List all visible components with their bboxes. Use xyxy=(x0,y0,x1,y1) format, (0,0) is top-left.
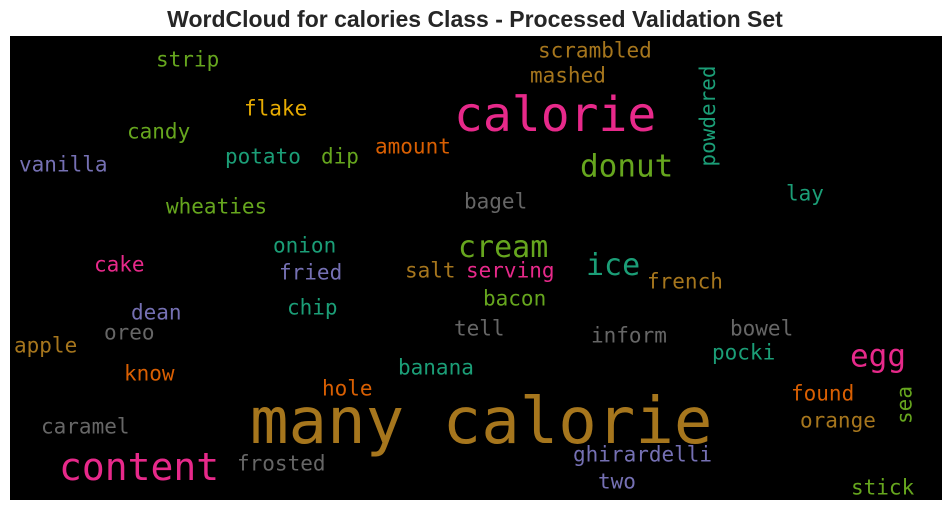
word-caramel: caramel xyxy=(41,414,130,439)
word-donut: donut xyxy=(580,148,674,185)
word-cream: cream xyxy=(458,230,549,265)
word-vanilla: vanilla xyxy=(19,152,108,177)
figure-title: WordCloud for calories Class - Processed… xyxy=(167,6,783,32)
word-know: know xyxy=(124,361,175,386)
word-salt: salt xyxy=(405,258,456,283)
word-serving: serving xyxy=(466,258,555,283)
word-tell: tell xyxy=(454,316,505,341)
word-scrambled: scrambled xyxy=(538,38,652,63)
word-wheaties: wheaties xyxy=(166,194,268,219)
word-powdered: powdered xyxy=(696,65,721,167)
word-bagel: bagel xyxy=(464,189,528,214)
word-amount: amount xyxy=(375,134,451,159)
word-frosted: frosted xyxy=(237,451,326,476)
word-calorie: calorie xyxy=(454,87,657,143)
word-potato: potato xyxy=(225,144,301,169)
word-dean: dean xyxy=(131,300,182,325)
word-sea: sea xyxy=(892,386,917,424)
word-apple: apple xyxy=(14,333,78,358)
word-ghirardelli: ghirardelli xyxy=(573,442,713,467)
word-egg: egg xyxy=(850,338,906,375)
word-bacon: bacon xyxy=(483,286,547,311)
word-flake: flake xyxy=(244,96,308,121)
word-two: two xyxy=(598,469,636,494)
word-banana: banana xyxy=(398,355,474,380)
word-stick: stick xyxy=(851,475,915,500)
word-candy: candy xyxy=(127,119,191,144)
word-cake: cake xyxy=(94,252,145,277)
word-strip: strip xyxy=(156,47,220,72)
word-inform: inform xyxy=(591,323,667,348)
word-found: found xyxy=(791,381,855,406)
word-fried: fried xyxy=(279,260,343,285)
word-dip: dip xyxy=(321,144,359,169)
word-onion: onion xyxy=(273,233,337,258)
word-french: french xyxy=(647,269,723,294)
word-content: content xyxy=(59,445,220,489)
word-lay: lay xyxy=(786,181,824,206)
word-ice: ice xyxy=(586,248,641,283)
word-mashed: mashed xyxy=(530,63,606,88)
word-bowel: bowel xyxy=(730,316,794,341)
word-cloud: many calorie calorie content donut cream… xyxy=(10,36,942,500)
word-hole: hole xyxy=(322,376,373,401)
word-pocki: pocki xyxy=(712,340,776,365)
word-chip: chip xyxy=(287,295,338,320)
word-oreo: oreo xyxy=(104,320,155,345)
word-many-calorie: many calorie xyxy=(250,385,713,459)
word-orange: orange xyxy=(800,408,876,433)
